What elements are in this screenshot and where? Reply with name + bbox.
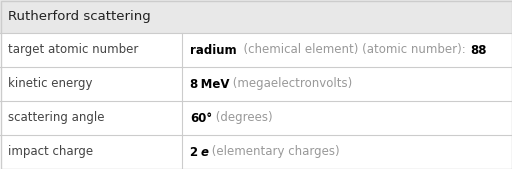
Text: kinetic energy: kinetic energy [8, 78, 93, 91]
Text: (elementary charges): (elementary charges) [208, 146, 340, 159]
Text: (chemical element) (atomic number):: (chemical element) (atomic number): [237, 43, 470, 56]
Text: (degrees): (degrees) [212, 112, 272, 125]
Text: impact charge: impact charge [8, 146, 93, 159]
Text: 2: 2 [190, 146, 200, 159]
Bar [0, 33, 512, 169]
Text: (megaelectronvolts): (megaelectronvolts) [229, 78, 352, 91]
Text: scattering angle: scattering angle [8, 112, 104, 125]
Text: 60°: 60° [190, 112, 212, 125]
Text: radium: radium [190, 43, 237, 56]
Text: 8 MeV: 8 MeV [190, 78, 229, 91]
Text: e: e [200, 146, 208, 159]
Text: Rutherford scattering: Rutherford scattering [8, 10, 151, 23]
Text: 88: 88 [470, 43, 486, 56]
Text: target atomic number: target atomic number [8, 43, 138, 56]
Bar [0, 0, 512, 33]
